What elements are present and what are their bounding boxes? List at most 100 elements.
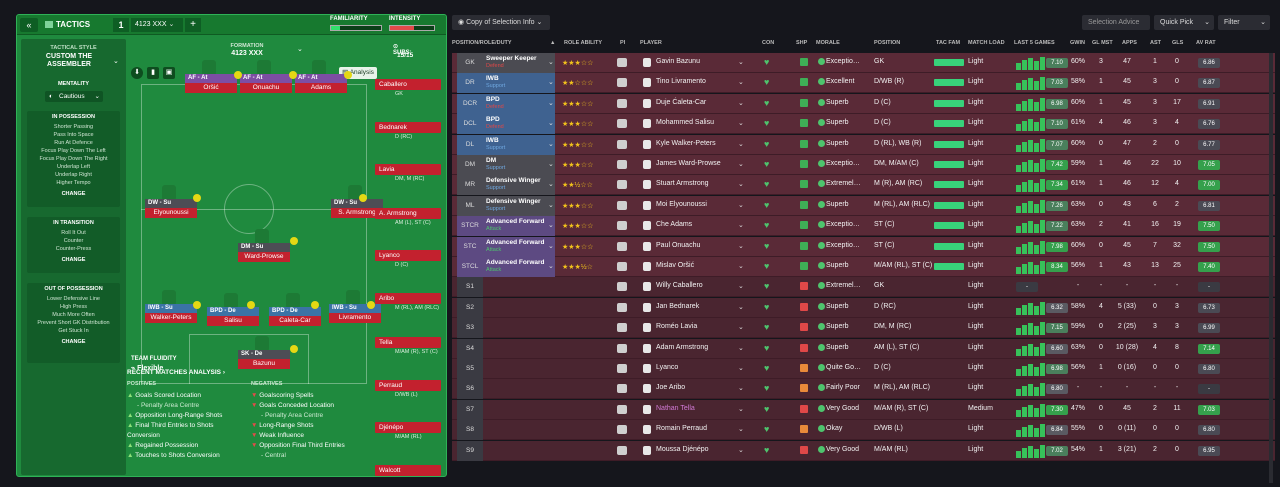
- player-token[interactable]: IWB - Su Livramento: [329, 290, 381, 323]
- table-row[interactable]: GK Sweeper Keeper Defend ⌄ ★★★☆☆ Gavin Bazunu…: [452, 53, 1275, 73]
- instruction-icon[interactable]: [359, 194, 367, 202]
- chevron-down-icon[interactable]: ⌄: [738, 365, 744, 372]
- player-name[interactable]: Gavin Bazunu: [656, 58, 700, 65]
- shirt-icon[interactable]: ▣: [163, 67, 175, 79]
- table-row[interactable]: S2 Jan Bednarek ⌄ ♥ Superb D (RC) Light 6.32 58%…: [452, 297, 1275, 318]
- sort-icon[interactable]: ▲: [550, 40, 556, 46]
- player-name[interactable]: Nathan Tella: [656, 404, 695, 412]
- table-row[interactable]: DM DM Support ⌄ ★★★☆☆ James Ward-Prowse ⌄ ♥ Exce…: [452, 155, 1275, 175]
- instructions-icon[interactable]: [617, 119, 627, 129]
- role-select[interactable]: DM Support: [483, 155, 555, 175]
- instructions-icon[interactable]: [617, 160, 627, 169]
- player-name[interactable]: James Ward-Prowse: [656, 160, 721, 167]
- bench-player[interactable]: A. Armstrong AM (L), ST (C): [375, 208, 441, 226]
- player-name[interactable]: Jan Bednarek: [656, 302, 700, 310]
- instructions-icon[interactable]: [617, 58, 627, 67]
- instruction-icon[interactable]: [290, 345, 298, 353]
- table-row[interactable]: DCR BPD Defend ⌄ ★★★☆☆ Duje Ćaleta-Car ⌄ ♥ Super…: [452, 93, 1275, 114]
- chevron-down-icon[interactable]: ⌄: [738, 99, 744, 107]
- chevron-down-icon[interactable]: ⌄: [113, 58, 119, 65]
- bench-player[interactable]: Lyanco D (C): [375, 250, 441, 268]
- chevron-down-icon[interactable]: ⌄: [738, 242, 744, 250]
- table-row[interactable]: DCL BPD Defend ⌄ ★★★☆☆ Mohammed Salisu ⌄ ♥ Super…: [452, 114, 1275, 135]
- instructions-icon[interactable]: [617, 262, 627, 271]
- instructions-icon[interactable]: [617, 200, 627, 210]
- column-header[interactable]: MORALE: [816, 40, 840, 46]
- chevron-down-icon[interactable]: ⌄: [548, 99, 554, 107]
- instruction-icon[interactable]: [193, 301, 201, 309]
- instructions-icon[interactable]: [617, 404, 627, 414]
- selection-advice-button[interactable]: Selection Advice: [1082, 15, 1150, 30]
- table-row[interactable]: STCL Advanced Forward Attack ⌄ ★★★½☆ Mislav O…: [452, 257, 1275, 277]
- out-of-possession-section[interactable]: OUT OF POSSESSION Lower Defensive Line H…: [27, 283, 120, 363]
- player-token[interactable]: AF - At Onuachu: [240, 60, 292, 93]
- change-button[interactable]: CHANGE: [61, 257, 86, 263]
- instruction-icon[interactable]: [290, 237, 298, 245]
- player-token[interactable]: DW - Su S. Armstrong: [331, 185, 383, 218]
- chevron-down-icon[interactable]: ⌄: [738, 303, 744, 311]
- tactic-slot[interactable]: 1: [113, 18, 129, 32]
- table-row[interactable]: DL IWB Support ⌄ ★★★☆☆ Kyle Walker-Peters ⌄ ♥ Su…: [452, 134, 1275, 155]
- view-select[interactable]: ◉ Copy of Selection Info ⌄: [452, 15, 550, 30]
- quick-pick-button[interactable]: Quick Pick ⌄: [1154, 15, 1214, 30]
- chevron-down-icon[interactable]: ⌄: [738, 181, 744, 189]
- chevron-down-icon[interactable]: ⌄: [548, 120, 554, 128]
- column-header[interactable]: GLS: [1172, 40, 1184, 46]
- instructions-icon[interactable]: [617, 425, 627, 435]
- instruction-icon[interactable]: [193, 194, 201, 202]
- table-row[interactable]: S7 Nathan Tella ⌄ ♥ Very Good M/AM (R), ST (C…: [452, 399, 1275, 420]
- chevron-down-icon[interactable]: ⌄: [738, 446, 744, 454]
- chevron-down-icon[interactable]: ⌄: [738, 385, 744, 393]
- role-select[interactable]: Advanced Forward Attack: [483, 236, 555, 257]
- change-button[interactable]: CHANGE: [61, 339, 86, 345]
- chevron-down-icon[interactable]: ⌄: [738, 426, 744, 434]
- bench-player[interactable]: Perraud D/WB (L): [375, 380, 441, 398]
- chevron-down-icon[interactable]: ⌄: [548, 201, 554, 209]
- instructions-icon[interactable]: [617, 343, 627, 353]
- column-header[interactable]: GL MST: [1092, 40, 1113, 46]
- player-name[interactable]: Mislav Oršić: [656, 262, 695, 269]
- column-header[interactable]: MATCH LOAD: [968, 40, 1005, 46]
- instruction-icon[interactable]: [344, 71, 352, 79]
- chevron-down-icon[interactable]: ⌄: [738, 140, 744, 148]
- add-tactic-button[interactable]: +: [185, 18, 201, 32]
- player-name[interactable]: Moi Elyounoussi: [656, 200, 707, 208]
- chevron-down-icon[interactable]: ⌄: [738, 59, 744, 66]
- in-possession-section[interactable]: IN POSSESSION Shorter Passing Pass Into …: [27, 111, 120, 207]
- change-button[interactable]: CHANGE: [61, 191, 86, 197]
- bench-player[interactable]: Lavia DM, M (RC): [375, 164, 441, 182]
- bench-player[interactable]: Aribo M (RL), AM (RLC): [375, 293, 441, 311]
- chevron-down-icon[interactable]: ⌄: [548, 181, 554, 189]
- instructions-icon[interactable]: [617, 221, 627, 231]
- instructions-icon[interactable]: [617, 445, 627, 455]
- table-row[interactable]: MR Defensive Winger Support ⌄ ★★½☆☆ Stuart Ar…: [452, 175, 1275, 196]
- bench-player[interactable]: Tella M/AM (R), ST (C): [375, 337, 441, 355]
- instructions-icon[interactable]: [617, 180, 627, 190]
- role-select[interactable]: IWB Support: [483, 73, 555, 94]
- chevron-down-icon[interactable]: ⌄: [548, 140, 554, 148]
- chevron-down-icon[interactable]: ⌄: [738, 283, 744, 291]
- bench-player[interactable]: Caballero GK: [375, 79, 441, 97]
- player-token[interactable]: AF - At Oršić: [185, 60, 237, 93]
- player-name[interactable]: Duje Ćaleta-Car: [656, 98, 707, 106]
- player-token[interactable]: BPD - De Salisu: [207, 293, 259, 326]
- table-row[interactable]: S1 Willy Caballero ⌄ ♥ Extremel… GK Light - - - - -…: [452, 277, 1275, 298]
- mentality-select[interactable]: Cautious ◐ ⌄: [45, 91, 103, 102]
- chevron-down-icon[interactable]: ⌄: [548, 263, 554, 270]
- bench-player[interactable]: Djénépo M/AM (RL): [375, 422, 441, 440]
- instructions-icon[interactable]: [617, 98, 627, 108]
- table-row[interactable]: S9 Moussa Djénépo ⌄ ♥ Very Good M/AM (RL) Ligh…: [452, 440, 1275, 461]
- chevron-down-icon[interactable]: ⌄: [738, 79, 744, 87]
- chevron-down-icon[interactable]: ⌄: [738, 263, 744, 270]
- chevron-down-icon[interactable]: ⌄: [548, 59, 554, 66]
- table-row[interactable]: ML Defensive Winger Support ⌄ ★★★☆☆ Moi Elyou…: [452, 195, 1275, 216]
- player-name[interactable]: Roméo Lavia: [656, 323, 698, 331]
- chevron-down-icon[interactable]: ⌄: [548, 222, 554, 230]
- instruction-icon[interactable]: [367, 301, 375, 309]
- role-select[interactable]: Defensive Winger Support: [483, 175, 555, 196]
- column-header[interactable]: GWIN: [1070, 40, 1085, 46]
- player-name[interactable]: Kyle Walker-Peters: [656, 139, 716, 147]
- download-icon[interactable]: ⬇: [131, 67, 143, 79]
- role-select[interactable]: Defensive Winger Support: [483, 195, 555, 216]
- column-header[interactable]: PLAYER: [640, 40, 662, 46]
